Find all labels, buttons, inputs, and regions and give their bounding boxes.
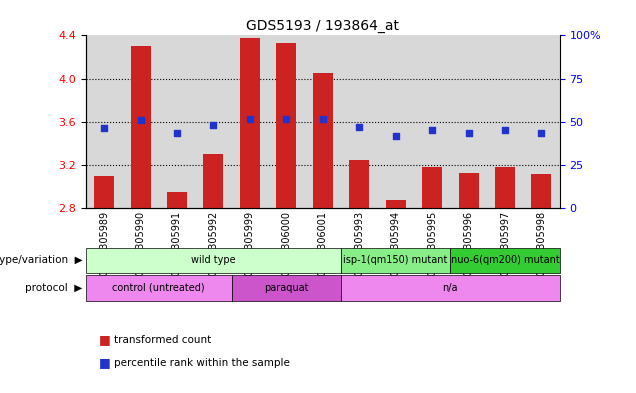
- Bar: [159, 35, 195, 208]
- Point: [99, 125, 109, 131]
- Bar: [349, 160, 370, 208]
- Point: [464, 129, 474, 136]
- Title: GDS5193 / 193864_at: GDS5193 / 193864_at: [246, 19, 399, 33]
- Point: [245, 116, 255, 122]
- Point: [536, 129, 546, 136]
- Bar: [195, 35, 232, 208]
- Point: [172, 129, 182, 136]
- Text: n/a: n/a: [443, 283, 458, 293]
- Bar: [276, 43, 296, 208]
- Point: [391, 133, 401, 139]
- Bar: [341, 248, 450, 273]
- Bar: [459, 173, 478, 208]
- Text: isp-1(qm150) mutant: isp-1(qm150) mutant: [343, 255, 448, 265]
- Bar: [240, 38, 260, 208]
- Bar: [232, 35, 268, 208]
- Bar: [167, 192, 187, 208]
- Text: wild type: wild type: [191, 255, 236, 265]
- Bar: [232, 275, 341, 301]
- Bar: [422, 167, 442, 208]
- Point: [135, 116, 146, 123]
- Text: paraquat: paraquat: [264, 283, 308, 293]
- Bar: [487, 35, 523, 208]
- Text: protocol  ▶: protocol ▶: [25, 283, 83, 293]
- Bar: [122, 35, 159, 208]
- Text: genotype/variation  ▶: genotype/variation ▶: [0, 255, 83, 265]
- Bar: [341, 35, 377, 208]
- Text: control (untreated): control (untreated): [113, 283, 205, 293]
- Text: transformed count: transformed count: [114, 335, 212, 345]
- Text: percentile rank within the sample: percentile rank within the sample: [114, 358, 291, 368]
- Bar: [204, 154, 223, 208]
- Bar: [86, 248, 341, 273]
- Point: [427, 127, 437, 134]
- Bar: [414, 35, 450, 208]
- Point: [354, 124, 364, 130]
- Bar: [523, 35, 560, 208]
- Bar: [377, 35, 414, 208]
- Bar: [495, 167, 515, 208]
- Point: [281, 116, 291, 122]
- Bar: [268, 35, 305, 208]
- Bar: [385, 200, 406, 208]
- Text: nuo-6(qm200) mutant: nuo-6(qm200) mutant: [451, 255, 560, 265]
- Text: ■: ■: [99, 356, 110, 369]
- Bar: [313, 73, 333, 208]
- Point: [500, 127, 510, 134]
- Bar: [86, 275, 232, 301]
- Bar: [532, 174, 551, 208]
- Bar: [341, 275, 560, 301]
- Text: ■: ■: [99, 333, 110, 347]
- Point: [317, 116, 328, 122]
- Point: [209, 122, 219, 128]
- Bar: [305, 35, 341, 208]
- Bar: [450, 248, 560, 273]
- Bar: [86, 35, 122, 208]
- Bar: [94, 176, 114, 208]
- Bar: [130, 46, 151, 208]
- Bar: [450, 35, 487, 208]
